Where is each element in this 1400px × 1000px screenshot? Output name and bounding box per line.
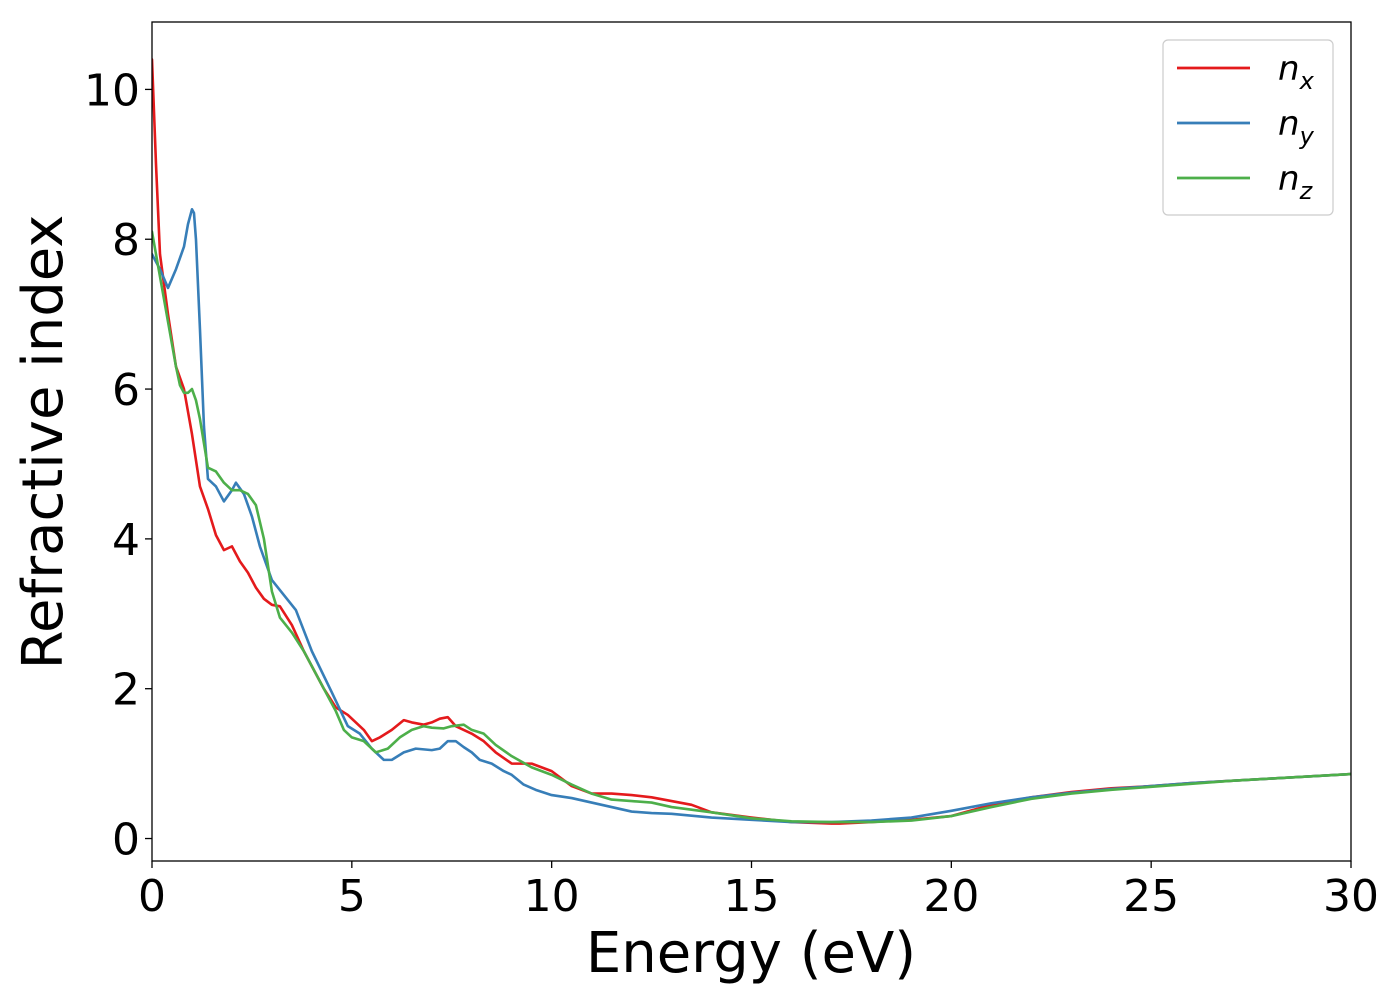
legend-label-y: ny bbox=[1278, 104, 1315, 150]
y-tick-label: 6 bbox=[112, 365, 140, 416]
x-tick-label: 20 bbox=[923, 871, 979, 922]
x-tick-label: 30 bbox=[1323, 871, 1379, 922]
y-tick-label: 10 bbox=[84, 65, 140, 116]
y-tick-label: 0 bbox=[112, 815, 140, 866]
legend-label-x: nx bbox=[1278, 49, 1315, 95]
x-axis-title: Energy (eV) bbox=[586, 921, 916, 986]
ticks: 0 5 10 15 20 25 30 0 2 4 6 8 10 bbox=[84, 65, 1379, 922]
x-tick-label: 0 bbox=[138, 871, 166, 922]
legend-label-z: nz bbox=[1278, 159, 1314, 205]
y-tick-label: 4 bbox=[112, 515, 140, 566]
y-tick-label: 2 bbox=[112, 665, 140, 716]
y-axis-title: Refractive index bbox=[11, 215, 76, 670]
x-tick-label: 25 bbox=[1123, 871, 1179, 922]
y-tick-label: 8 bbox=[112, 215, 140, 266]
series-line-z bbox=[152, 230, 1351, 824]
x-tick-label: 15 bbox=[724, 871, 780, 922]
x-tick-label: 10 bbox=[524, 871, 580, 922]
series-lines bbox=[152, 58, 1351, 825]
legend-box bbox=[1162, 39, 1334, 216]
legend: nx ny nz bbox=[1162, 39, 1334, 216]
x-tick-label: 5 bbox=[338, 871, 366, 922]
series-line-y bbox=[152, 207, 1351, 824]
